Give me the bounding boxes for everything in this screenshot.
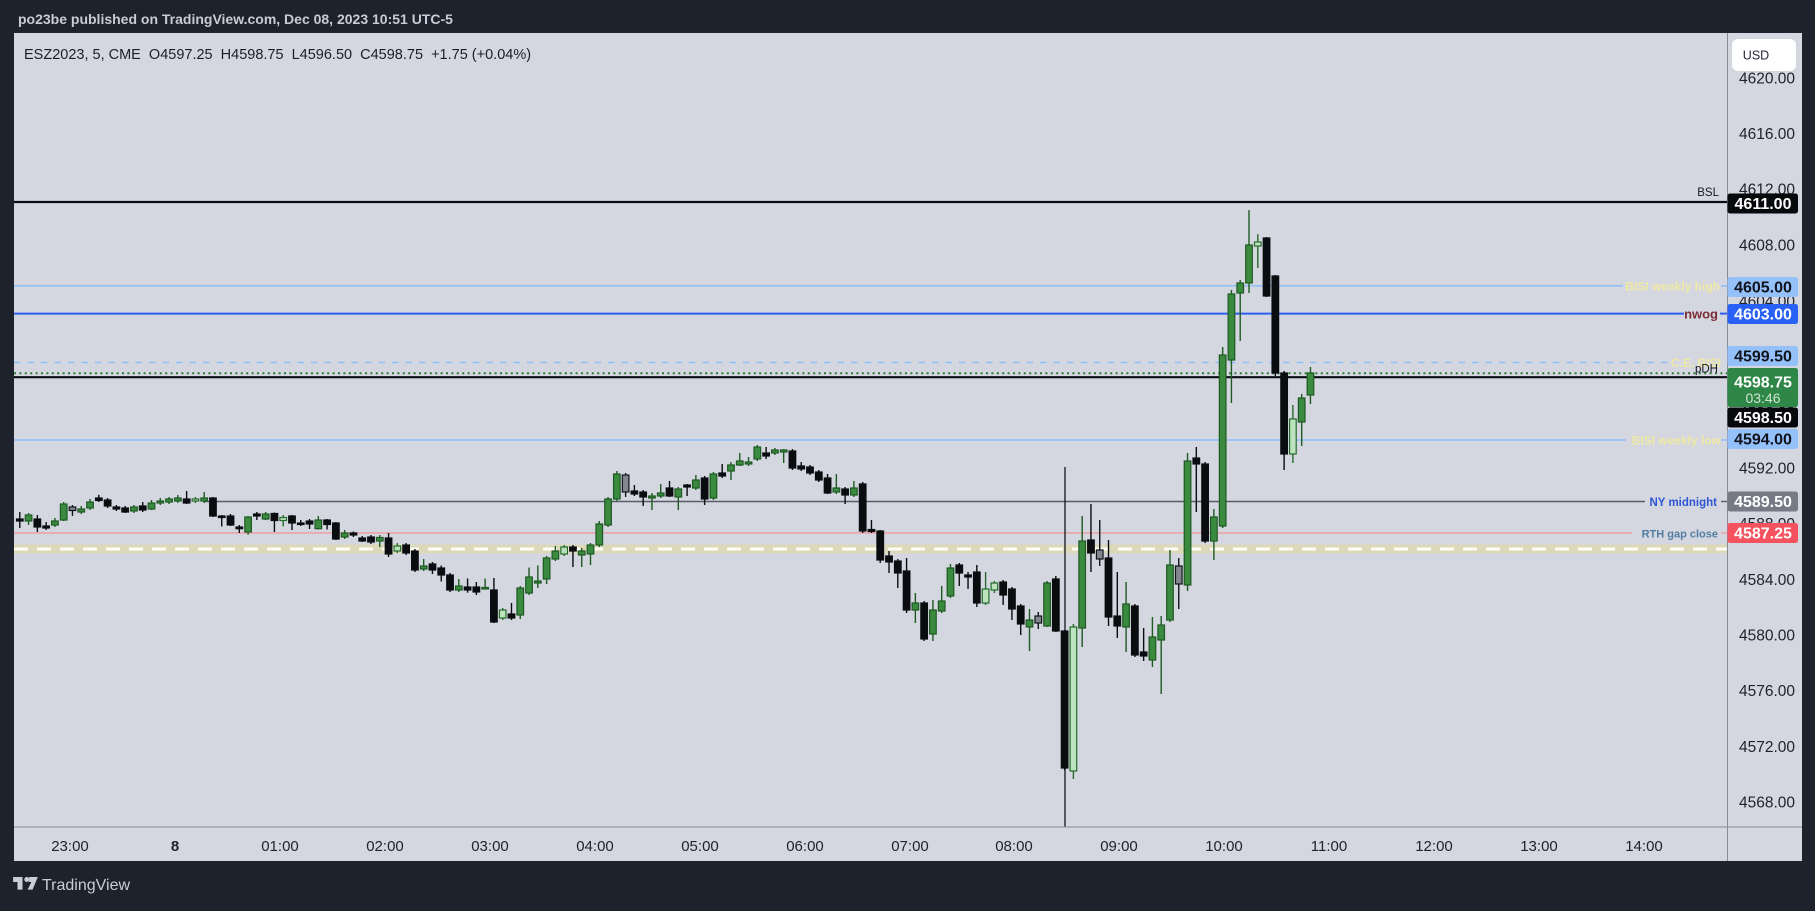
svg-text:09:00: 09:00 xyxy=(1100,838,1138,855)
svg-text:TradingView: TradingView xyxy=(42,877,130,894)
svg-text:4580.00: 4580.00 xyxy=(1739,628,1795,645)
svg-text:pDH: pDH xyxy=(1695,364,1718,376)
svg-text:4598.75: 4598.75 xyxy=(1734,375,1792,392)
svg-text:NY midnight: NY midnight xyxy=(1649,497,1717,509)
svg-text:04:00: 04:00 xyxy=(576,838,614,855)
svg-text:07:00: 07:00 xyxy=(891,838,929,855)
svg-text:4605.00: 4605.00 xyxy=(1734,280,1792,297)
svg-text:4587.25: 4587.25 xyxy=(1734,526,1792,543)
svg-text:BSL: BSL xyxy=(1697,187,1719,199)
svg-text:4572.00: 4572.00 xyxy=(1739,739,1795,756)
svg-text:11:00: 11:00 xyxy=(1311,838,1347,855)
svg-text:4603.00: 4603.00 xyxy=(1734,307,1792,324)
svg-text:4589.50: 4589.50 xyxy=(1734,494,1792,511)
svg-text:4620.00: 4620.00 xyxy=(1739,71,1795,88)
svg-text:4584.00: 4584.00 xyxy=(1739,572,1795,589)
svg-text:08:00: 08:00 xyxy=(995,838,1033,855)
svg-text:4611.00: 4611.00 xyxy=(1735,196,1792,213)
svg-text:4576.00: 4576.00 xyxy=(1739,683,1795,700)
svg-text:ESZ2023, 5, CME O4597.25 H45: ESZ2023, 5, CME O4597.25 H4598.75 L4596.… xyxy=(24,47,531,63)
svg-text:BISI weekly high: BISI weekly high xyxy=(1625,280,1720,294)
svg-text:02:00: 02:00 xyxy=(366,838,404,855)
svg-text:4599.50: 4599.50 xyxy=(1734,349,1792,366)
svg-text:12:00: 12:00 xyxy=(1415,838,1453,855)
svg-text:4608.00: 4608.00 xyxy=(1739,238,1795,255)
svg-text:03:00: 03:00 xyxy=(471,838,509,855)
svg-text:23:00: 23:00 xyxy=(51,838,89,855)
svg-text:nwog: nwog xyxy=(1684,307,1718,322)
svg-text:01:00: 01:00 xyxy=(261,838,299,855)
svg-text:05:00: 05:00 xyxy=(681,838,719,855)
svg-text:BISI weekly low: BISI weekly low xyxy=(1632,434,1722,448)
svg-text:13:00: 13:00 xyxy=(1520,838,1558,855)
svg-text:4592.00: 4592.00 xyxy=(1739,461,1795,478)
svg-text:po23be published on TradingVie: po23be published on TradingView.com, Dec… xyxy=(18,11,453,27)
svg-text:10:00: 10:00 xyxy=(1205,838,1243,855)
svg-text:RTH gap close: RTH gap close xyxy=(1642,529,1718,541)
svg-text:USD: USD xyxy=(1743,49,1769,63)
svg-text:4598.50: 4598.50 xyxy=(1734,410,1792,427)
svg-text:03:46: 03:46 xyxy=(1745,390,1780,406)
svg-text:4594.00: 4594.00 xyxy=(1734,432,1792,449)
svg-text:C.E. BISI: C.E. BISI xyxy=(1671,356,1721,370)
svg-text:8: 8 xyxy=(171,838,179,855)
svg-text:4616.00: 4616.00 xyxy=(1739,126,1795,143)
svg-text:06:00: 06:00 xyxy=(786,838,824,855)
svg-text:4568.00: 4568.00 xyxy=(1739,794,1795,811)
svg-text:14:00: 14:00 xyxy=(1625,838,1663,855)
